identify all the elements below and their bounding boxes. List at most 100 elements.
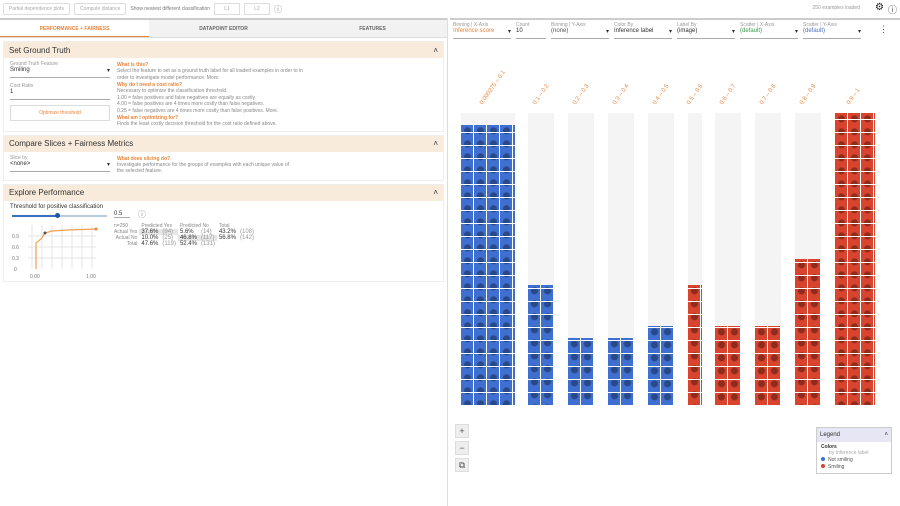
gear-icon[interactable]: ⚙: [875, 2, 884, 13]
cm-cell: 52.4%: [179, 240, 197, 247]
help-text: 4.00 = false positives are 4 times more …: [117, 101, 265, 107]
control-label: Binning | X-Axis: [453, 22, 489, 28]
control-value: (image): [677, 28, 698, 34]
cm-cell: (119): [162, 240, 176, 247]
chevron-up-icon[interactable]: ˄: [433, 45, 438, 55]
control-select[interactable]: Inference label ▾: [614, 28, 672, 39]
roc-curve: [35, 227, 97, 269]
compute-distance-button[interactable]: Compute distance: [74, 3, 127, 15]
control-value: 10: [516, 28, 523, 34]
not-smiling-thumbnails[interactable]: [461, 124, 515, 405]
ground-truth-feature-select[interactable]: Smiling ▾: [10, 67, 110, 78]
bin-column[interactable]: [835, 113, 875, 405]
cm-row: Actual No 10.0% (25) 46.8% (117) 56.8% (142): [112, 234, 256, 241]
l1-button[interactable]: L1: [214, 3, 241, 15]
tab-performance-fairness[interactable]: PERFORMANCE + FAIRNESS: [0, 20, 149, 37]
facet-control[interactable]: Label By (image) ▾: [677, 22, 735, 44]
facet-control[interactable]: Scatter | X-Axis (default) ▾: [740, 22, 798, 44]
control-value: (default): [740, 28, 763, 34]
facet-controls: Binning | X-Axis Inference score ▾ Count 10 B…: [453, 22, 861, 44]
chevron-up-icon[interactable]: ˄: [884, 432, 888, 438]
bin-column[interactable]: [528, 113, 554, 405]
help-icon[interactable]: ⓘ: [887, 5, 897, 15]
smiling-thumbnails[interactable]: [715, 326, 741, 405]
not-smiling-thumbnails[interactable]: [648, 326, 674, 405]
info-icon[interactable]: ⓘ: [138, 209, 146, 219]
control-select[interactable]: Inference score ▾: [453, 28, 511, 39]
control-select[interactable]: (image) ▾: [677, 28, 735, 39]
bin-column[interactable]: [608, 113, 634, 405]
more-vert-icon[interactable]: ⋮: [879, 24, 888, 34]
dropdown-arrow-icon: ▾: [106, 68, 110, 74]
dropdown-arrow-icon: ▾: [605, 29, 609, 35]
smiling-thumbnails[interactable]: [755, 326, 781, 405]
control-select[interactable]: (none) ▾: [551, 28, 609, 39]
smiling-thumbnails[interactable]: [795, 259, 821, 405]
cm-row: Total 47.6% (119) 52.4% (131): [112, 241, 256, 247]
bin-column[interactable]: [755, 113, 781, 405]
bin-column[interactable]: [795, 113, 821, 405]
facet-control[interactable]: Color By Inference label ▾: [614, 22, 672, 44]
ground-truth-header[interactable]: Set Ground Truth ˄: [4, 42, 443, 58]
performance-header[interactable]: Explore Performance ˄: [4, 184, 443, 201]
bin-label: 0.6 – 0.7: [719, 83, 738, 106]
partial-dependence-button[interactable]: Partial dependence plots: [3, 3, 71, 15]
bin-column[interactable]: [688, 113, 702, 405]
facet-control[interactable]: Count 10: [516, 22, 546, 44]
bin-label: 0.2 – 0.3: [572, 83, 591, 106]
legend-colors-label: Colors: [821, 444, 837, 450]
bin-column[interactable]: [461, 113, 515, 405]
bin-column[interactable]: [568, 113, 594, 405]
threshold-input[interactable]: 0.5: [114, 211, 130, 218]
zoom-in-button[interactable]: +: [455, 424, 469, 438]
facets-panel: 250 examples loaded ⚙ ⓘ Binning | X-Axis…: [450, 0, 900, 506]
roc-ytick: 0.9: [12, 234, 19, 240]
chevron-up-icon[interactable]: ˄: [433, 188, 438, 197]
legend-item: Smiling: [821, 464, 887, 470]
slider-handle[interactable]: [54, 212, 60, 218]
control-label: Color By: [614, 22, 634, 28]
smiling-thumbnails[interactable]: [688, 285, 702, 405]
optimize-threshold-button[interactable]: Optimize threshold: [10, 105, 110, 121]
cm-cell: 47.6%: [141, 240, 159, 247]
cm-cell: (131): [200, 240, 215, 247]
control-select[interactable]: (default) ▾: [740, 28, 798, 39]
facet-control[interactable]: Scatter | Y-Axis (default) ▾: [803, 22, 861, 44]
roc-ytick: 0.6: [12, 245, 19, 251]
roc-xtick: 1.00: [86, 274, 96, 280]
slice-by-select[interactable]: <none> ▾: [10, 161, 110, 172]
cost-ratio-label: Cost Ratio: [10, 83, 34, 89]
bin-label: 0.5 – 0.6: [686, 83, 705, 106]
zoom-out-button[interactable]: −: [455, 441, 469, 455]
color-dot-icon: [821, 457, 825, 461]
not-smiling-thumbnails[interactable]: [568, 337, 594, 405]
color-dot-icon: [821, 464, 825, 468]
tab-datapoint-editor[interactable]: DATAPOINT EDITOR: [149, 20, 298, 37]
not-smiling-thumbnails[interactable]: [528, 285, 554, 405]
fit-view-icon[interactable]: ⧉: [455, 458, 469, 472]
facet-control[interactable]: Binning | X-Axis Inference score ▾: [453, 22, 511, 44]
cm-cell: 46.8%: [177, 234, 199, 241]
control-value: Inference score: [453, 28, 495, 34]
roc-ytick: 0: [14, 267, 17, 273]
not-smiling-thumbnails[interactable]: [608, 337, 634, 405]
smiling-thumbnails[interactable]: [835, 113, 875, 405]
cm-cell: (142): [239, 234, 254, 241]
cm-cell: (94): [160, 228, 178, 235]
bin-column[interactable]: [648, 113, 674, 405]
chevron-up-icon[interactable]: ˄: [433, 139, 438, 148]
threshold-slider[interactable]: [12, 212, 107, 218]
bin-column[interactable]: [715, 113, 741, 405]
tab-features[interactable]: FEATURES: [298, 20, 447, 37]
info-icon[interactable]: ⓘ: [274, 4, 283, 14]
l2-button[interactable]: L2: [244, 3, 271, 15]
legend-header[interactable]: Legend ˄: [817, 428, 891, 442]
slices-header[interactable]: Compare Slices + Fairness Metrics ˄: [4, 135, 443, 152]
dropdown-arrow-icon: ▾: [106, 161, 110, 168]
control-select[interactable]: (default) ▾: [803, 28, 861, 39]
control-select[interactable]: 10: [516, 28, 546, 39]
panel-divider[interactable]: [447, 18, 450, 506]
facet-control[interactable]: Binning | Y-Axis (none) ▾: [551, 22, 609, 44]
cost-ratio-input[interactable]: 1: [10, 89, 110, 100]
cm-cell: 56.8%: [218, 234, 236, 241]
